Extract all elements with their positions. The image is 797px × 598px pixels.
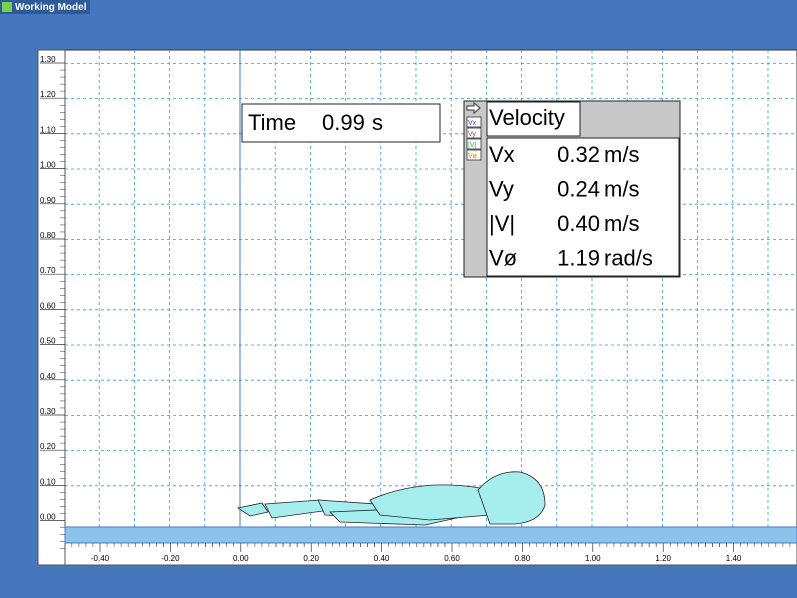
row-value: 1.19: [557, 245, 600, 270]
y-ruler-label: 0.30: [40, 407, 56, 416]
ruler-labels: 1.30 1.20 1.10 1.00 0.90 0.80 0.70 0.60 0.50 0.40…: [40, 55, 797, 563]
y-ruler-label: 0.10: [40, 477, 56, 486]
row-value: 0.24: [557, 176, 600, 201]
row-label: |V|: [489, 211, 515, 236]
y-ruler-label: 1.30: [40, 55, 56, 64]
row-icon-label: |V|: [468, 142, 476, 149]
meter-header: [486, 101, 581, 137]
row-icon: [466, 138, 482, 150]
x-ruler-label: 1.40: [726, 554, 742, 563]
x-ruler-label: 1.00: [585, 554, 601, 563]
row-icon-label: Vx: [468, 120, 477, 127]
row-value: 0.32: [557, 142, 600, 167]
time-label: Time: [248, 110, 296, 135]
y-ruler-label: 0.90: [40, 196, 56, 205]
y-ruler-label: 0.80: [40, 231, 56, 240]
row-unit: m/s: [604, 142, 639, 167]
y-ruler: [37, 49, 66, 566]
title-bar: [0, 0, 90, 14]
y-ruler-label: 0.70: [40, 266, 56, 275]
torso: [369, 484, 491, 521]
row-icon-label: Vø: [468, 153, 478, 160]
x-ruler-label: 0.20: [303, 554, 319, 563]
row-value: 0.40: [557, 211, 600, 236]
meter-body: [486, 137, 680, 277]
time-value: 0.99: [322, 110, 365, 135]
y-ruler-label: 1.00: [40, 161, 56, 170]
row-icon-label: Vy: [468, 131, 476, 138]
y-ruler-label: 0.00: [40, 513, 56, 522]
foot: [236, 502, 269, 517]
row-unit: rad/s: [604, 245, 653, 270]
window-title: Working Model: [15, 2, 87, 13]
x-ruler-label: 0.00: [233, 554, 249, 563]
head: [477, 471, 546, 525]
figure: [236, 471, 546, 526]
y-ruler-label: 0.60: [40, 301, 56, 310]
time-meter: [241, 103, 441, 143]
y-ruler-label: 0.20: [40, 442, 56, 451]
x-ruler-label: -0.40: [91, 554, 110, 563]
row-label: Vy: [489, 176, 514, 201]
row-icon: [466, 116, 482, 128]
row-icon: [466, 127, 482, 139]
row-label: Vx: [489, 142, 515, 167]
row-label: Vø: [489, 245, 517, 270]
x-ruler-label: 0.80: [515, 554, 531, 563]
y-ruler-label: 0.50: [40, 337, 56, 346]
row-unit: m/s: [604, 176, 639, 201]
x-ruler-label: 0.60: [444, 554, 460, 563]
row-icon: [466, 149, 482, 161]
x-ruler-label: 1.20: [655, 554, 671, 563]
y-ruler-label: 0.40: [40, 372, 56, 381]
x-ruler-label: 0.40: [374, 554, 390, 563]
app-icon: [2, 2, 12, 12]
time-unit: s: [372, 110, 383, 135]
row-unit: m/s: [604, 211, 639, 236]
ground: [64, 526, 797, 544]
meter-title: Velocity: [489, 105, 565, 130]
meter-arrow: [466, 101, 481, 115]
x-ruler-label: -0.20: [161, 554, 180, 563]
y-ruler-label: 1.20: [40, 90, 56, 99]
y-ruler-label: 1.10: [40, 125, 56, 134]
